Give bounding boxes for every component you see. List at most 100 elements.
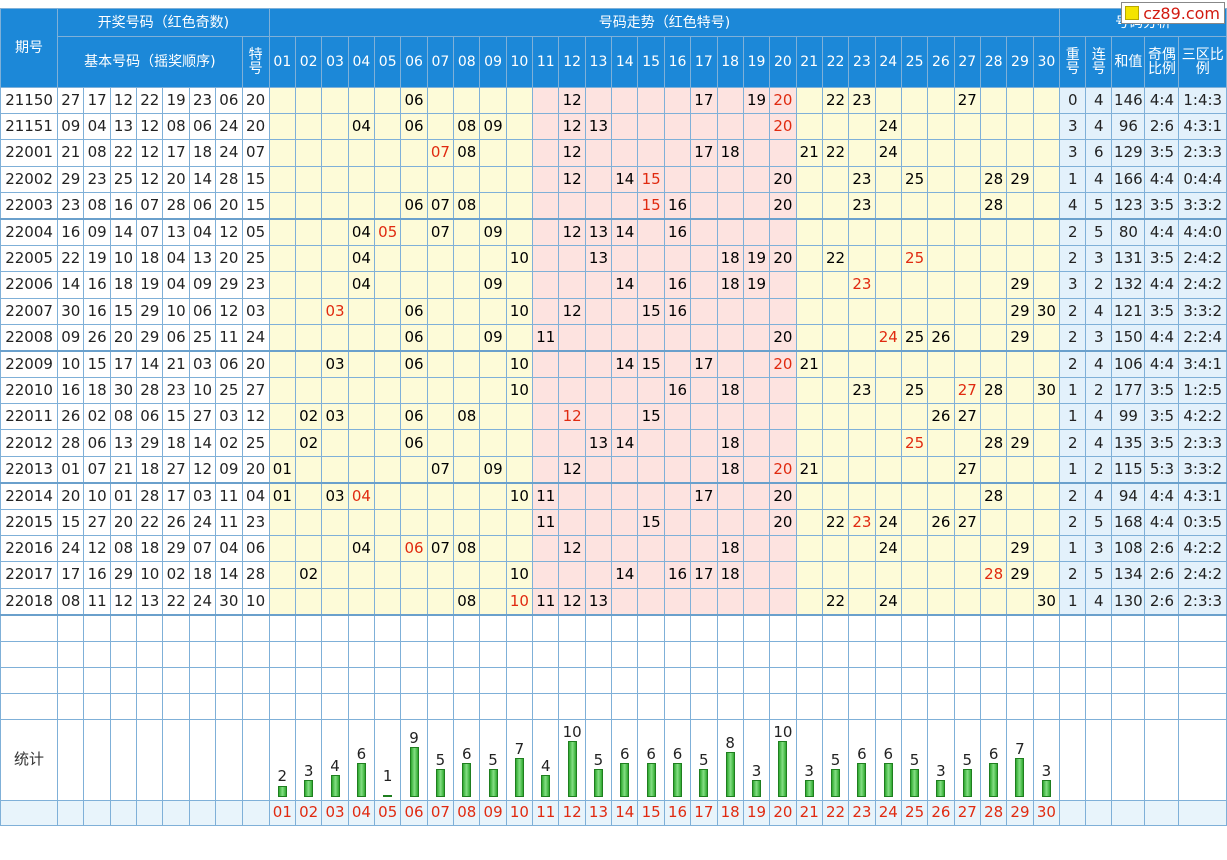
- trend-cell-18: [716, 218, 744, 247]
- basic-number-cell: 23: [188, 86, 217, 115]
- issue-cell: 22007: [0, 297, 59, 325]
- trend-cell-03: [321, 86, 349, 115]
- stat-bar-cell-04: 6: [347, 718, 376, 801]
- trend-cell-22: 22: [821, 245, 850, 273]
- draw-row: 22005 22 19 10 18 04 13 20 25 04 10 13 18 19 20 22 25 2 3 1…: [0, 245, 1227, 273]
- empty-cell: [1032, 692, 1061, 720]
- stat-bar-value: 10: [773, 722, 793, 741]
- trend-cell-20: [769, 561, 797, 589]
- trend-cell-09: [479, 587, 507, 616]
- trend-cell-24: [874, 455, 902, 484]
- empty-cell: [215, 640, 243, 668]
- trend-cell-25: [900, 508, 929, 537]
- issue-cell: 22014: [0, 482, 59, 510]
- trend-cell-17: [690, 113, 718, 141]
- trend-cell-05: [374, 350, 402, 379]
- trend-cell-20: 20: [769, 165, 797, 193]
- trend-cell-07: [426, 377, 455, 405]
- empty-cell: [611, 692, 639, 720]
- special-number-cell: 20: [241, 455, 270, 484]
- trend-cell-24: [874, 245, 902, 273]
- trend-cell-04: [347, 86, 376, 115]
- stat-bar: [804, 779, 814, 797]
- trend-cell-02: [294, 535, 323, 563]
- trend-cell-24: 24: [874, 113, 902, 141]
- special-number-cell: 20: [241, 86, 270, 115]
- trend-cell-11: [532, 535, 560, 563]
- trend-cell-05: [374, 482, 402, 510]
- trend-cell-01: [268, 535, 297, 563]
- empty-cell: [453, 692, 481, 720]
- odd-even-cell: 3:5: [1144, 429, 1180, 457]
- trend-cell-30: [1032, 218, 1061, 247]
- empty-cell: [215, 666, 243, 694]
- trend-cell-11: [532, 113, 560, 141]
- trend-cell-04: [347, 139, 376, 167]
- trend-cell-30: 30: [1032, 587, 1061, 616]
- stat-bar-cell-30: 3: [1032, 718, 1061, 801]
- trend-cell-29: [1006, 403, 1034, 431]
- issue-cell: 22012: [0, 429, 59, 457]
- three-zone-cell: 2:3:3: [1178, 587, 1227, 616]
- trend-cell-10: [505, 323, 534, 352]
- trend-cell-30: [1032, 139, 1061, 167]
- odd-even-cell: 4:4: [1144, 86, 1180, 115]
- empty-cell: [663, 614, 692, 642]
- empty-cell: [241, 692, 270, 720]
- trend-cell-06: 06: [400, 86, 428, 115]
- basic-number-cell: 10: [57, 350, 85, 379]
- trend-cell-17: [690, 297, 718, 325]
- trend-cell-09: 09: [479, 323, 507, 352]
- stat-bar: [383, 794, 393, 797]
- trend-cell-23: 23: [848, 165, 876, 193]
- stat-bar-cell-25: 5: [900, 718, 929, 801]
- site-logo[interactable]: cz89.com: [1121, 2, 1225, 24]
- empty-cell: [637, 640, 665, 668]
- basic-number-cell: 14: [215, 561, 243, 589]
- trend-cell-30: 30: [1032, 297, 1061, 325]
- trend-cell-13: [584, 508, 613, 537]
- empty-cell: [584, 614, 613, 642]
- empty-cell: [716, 692, 744, 720]
- trend-cell-20: 20: [769, 86, 797, 115]
- stat-bar-cell-02: 3: [294, 718, 323, 801]
- basic-number-cell: 04: [162, 245, 190, 273]
- empty-cell: [136, 666, 164, 694]
- trend-cell-23: [848, 113, 876, 141]
- trend-cell-10: 10: [505, 245, 534, 273]
- empty-cell: [1059, 614, 1087, 642]
- trend-cell-30: 30: [1032, 377, 1061, 405]
- trend-cell-25: [900, 403, 929, 431]
- trend-cell-30: [1032, 86, 1061, 115]
- repeat-cell: 0: [1059, 86, 1087, 115]
- empty-cell: [400, 666, 428, 694]
- empty-cell: [769, 666, 797, 694]
- special-number-cell: 20: [241, 113, 270, 141]
- trend-cell-03: [321, 245, 349, 273]
- basic-number-cell: 28: [215, 165, 243, 193]
- trend-cell-05: [374, 535, 402, 563]
- empty-cell: [83, 666, 111, 694]
- empty-cell: [821, 640, 850, 668]
- empty-cell: [1085, 692, 1113, 720]
- trend-cell-06: [400, 245, 428, 273]
- stat-bar: [593, 768, 603, 797]
- stat-tick-label: 21: [795, 799, 823, 826]
- trend-cell-05: [374, 455, 402, 484]
- empty-cell: [1144, 666, 1180, 694]
- empty-cell: [558, 640, 586, 668]
- stat-bar-cell-17: 5: [690, 718, 718, 801]
- three-zone-cell: 0:3:5: [1178, 508, 1227, 537]
- stat-tick-label: 17: [690, 799, 718, 826]
- issue-cell: 22018: [0, 587, 59, 616]
- empty-cell: [1032, 614, 1061, 642]
- basic-number-cell: 23: [83, 165, 111, 193]
- trend-cell-29: 29: [1006, 561, 1034, 589]
- trend-cell-24: [874, 377, 902, 405]
- trend-cell-26: [927, 587, 955, 616]
- trend-cell-22: 22: [821, 139, 850, 167]
- trend-cell-22: [821, 113, 850, 141]
- stat-bar-cell-22: 5: [821, 718, 850, 801]
- trend-cell-03: [321, 377, 349, 405]
- number-col-header-19: 19: [742, 36, 771, 88]
